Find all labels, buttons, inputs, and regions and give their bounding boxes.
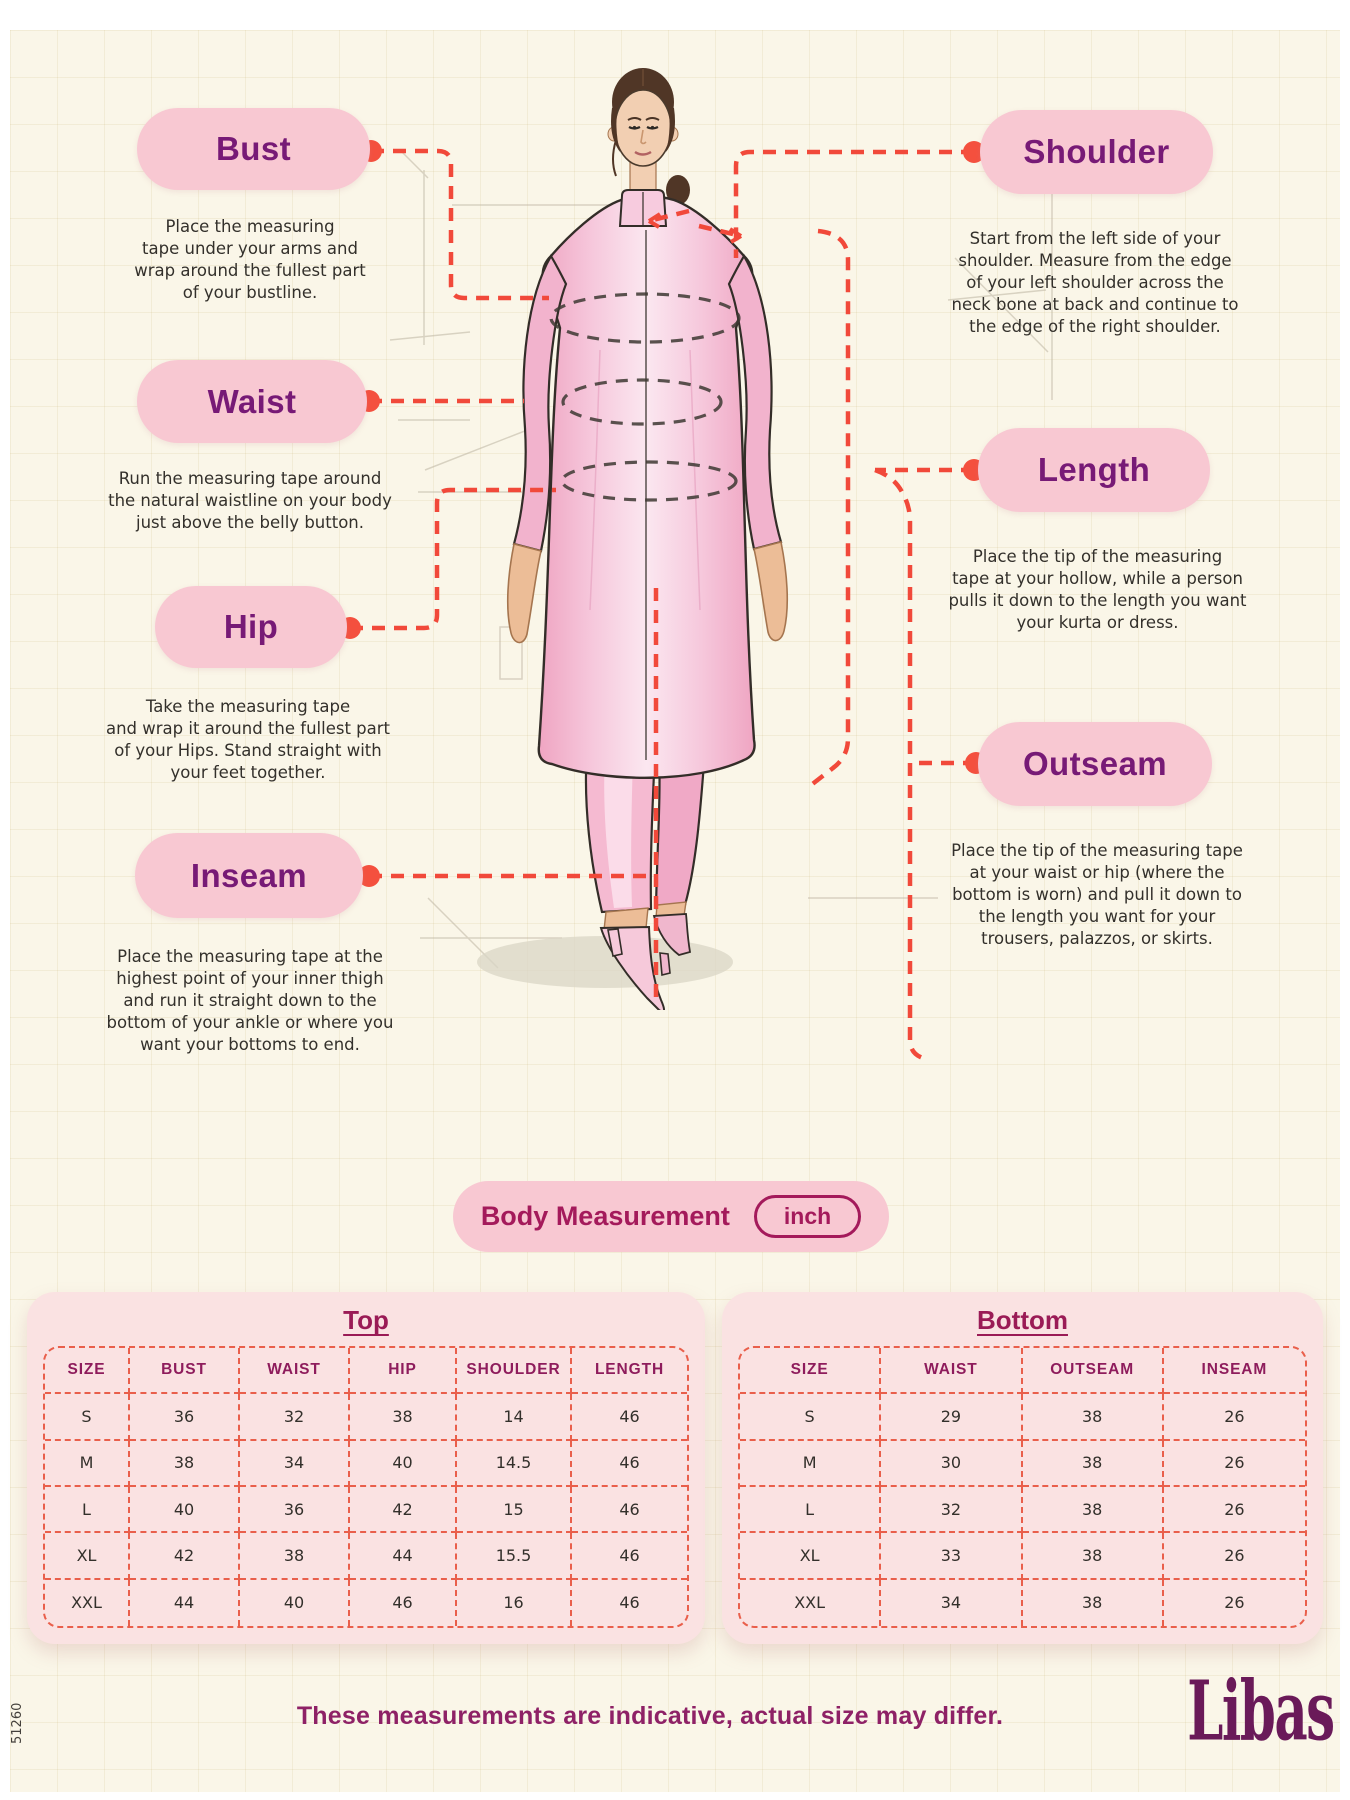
table-cell: 38 [1023,1579,1164,1626]
libas-brand-logo: Libas [1187,1662,1336,1760]
top-table-title: Top [343,1305,389,1335]
table-cell: XL [740,1533,882,1580]
table-cell: XL [45,1533,130,1580]
table-cell: 38 [1022,1440,1164,1487]
table-cell: XXL [45,1579,130,1626]
table-header-cell: WAIST [240,1348,350,1395]
outseam-description: Place the tip of the measuring tape at y… [951,841,1243,948]
unit-toggle-inch[interactable]: inch [753,1195,862,1238]
bust-description: Place the measuring tape under your arms… [134,217,366,302]
table-cell: 44 [130,1579,240,1626]
table-cell: 46 [619,1593,640,1613]
table-cell: 15.5 [457,1533,572,1580]
table-cell: 32 [881,1486,1023,1534]
hip-description: Take the measuring tape and wrap it arou… [105,697,390,782]
inseam-description: Place the measuring tape at the highest … [106,947,394,1054]
table-cell: 46 [572,1441,687,1487]
top-table-grid: SIZE BUST WAIST HIP SHOULDER LENGTH S 36 32 38 14 4… [43,1346,689,1628]
shoulder-description: Start from the left side of your shoulde… [951,229,1239,336]
table-cell: 16 [457,1579,572,1626]
table-cell: 38 [1022,1486,1164,1534]
waist-description: Run the measuring tape around the natura… [108,469,392,532]
body-measurement-bar: Body Measurement inch [453,1181,889,1252]
table-cell: 46 [572,1487,687,1534]
table-header-cell: INSEAM [1163,1348,1305,1395]
table-cell: L [45,1486,130,1534]
inseam-label: Inseam [190,856,308,894]
table-header-cell: WAIST [881,1348,1023,1395]
table-header-cell: HIP [350,1348,457,1395]
bottom-size-table-card: Bottom SIZE WAIST OUTSEAM INSEAM S 29 38 26 M 30 3… [722,1292,1323,1644]
body-measurement-title: Body Measurement [480,1201,730,1231]
table-cell: 38 [240,1533,350,1580]
table-cell: 38 [1022,1394,1164,1441]
table-cell: 36 [240,1486,350,1534]
table-header-cell: BUST [130,1348,240,1395]
bust-label: Bust [216,130,291,167]
table-header-cell: SIZE [45,1348,130,1395]
table-cell: 34 [240,1440,350,1487]
table-cell: XXL [740,1579,882,1626]
bottom-table-title: Bottom [977,1305,1068,1335]
table-cell: 26 [1163,1394,1305,1441]
table-cell: M [740,1440,882,1487]
table-cell: 46 [572,1394,687,1441]
hip-label-pill: Hip [155,586,347,668]
table-cell: 34 [881,1579,1023,1626]
table-cell: 46 [350,1579,457,1626]
waist-label-pill: Waist [137,360,367,443]
table-cell: 38 [130,1440,240,1487]
table-cell: 38 [1022,1533,1164,1580]
style-code: 51260 [10,1702,25,1744]
outseam-label: Outseam [1022,745,1168,782]
top-size-table-card: Top SIZE BUST WAIST HIP SHOULDER LENGTH S 36 32 3… [27,1292,705,1644]
table-cell: 14 [457,1394,572,1441]
table-header-cell: LENGTH [572,1348,687,1395]
table-cell: 36 [130,1394,240,1441]
hip-label: Hip [223,608,279,645]
table-cell: M [45,1440,130,1487]
table-cell: 42 [350,1486,457,1534]
table-cell: 40 [240,1579,350,1626]
bust-label-pill: Bust [137,108,370,190]
table-cell: L [740,1486,882,1534]
disclaimer-note: These measurements are indicative, actua… [296,1702,1004,1730]
table-cell: 46 [572,1533,687,1580]
table-cell: 15 [457,1486,572,1534]
table-cell: 26 [1163,1441,1305,1487]
table-cell: 40 [350,1440,457,1487]
length-label: Length [1037,451,1151,488]
table-cell: 26 [1163,1487,1305,1534]
table-cell: 44 [350,1533,457,1580]
table-cell: 42 [130,1533,240,1580]
table-cell: 32 [240,1394,350,1441]
table-cell: 40 [130,1486,240,1534]
table-header-cell: OUTSEAM [1022,1348,1164,1395]
length-label-pill: Length [978,428,1210,512]
table-cell: 26 [1163,1533,1305,1580]
shoulder-label-pill: Shoulder [980,110,1213,194]
table-cell: 14.5 [457,1440,572,1487]
table-header-cell: SHOULDER [457,1348,572,1395]
length-description: Place the tip of the measuring tape at y… [948,547,1247,632]
table-cell: 26 [1224,1593,1245,1613]
table-cell: S [45,1394,130,1441]
table-cell: 33 [881,1533,1023,1580]
outseam-label-pill: Outseam [978,722,1212,806]
waist-label: Waist [207,382,297,420]
table-cell: S [740,1394,882,1441]
table-cell: 38 [350,1394,457,1441]
table-cell: 29 [881,1394,1023,1441]
shoulder-label: Shoulder [1023,133,1170,170]
bottom-table-grid: SIZE WAIST OUTSEAM INSEAM S 29 38 26 M 30 38 26 L 32 3… [738,1346,1307,1628]
inseam-label-pill: Inseam [135,833,363,918]
table-cell: 30 [881,1440,1023,1487]
table-header-cell: SIZE [740,1348,882,1395]
